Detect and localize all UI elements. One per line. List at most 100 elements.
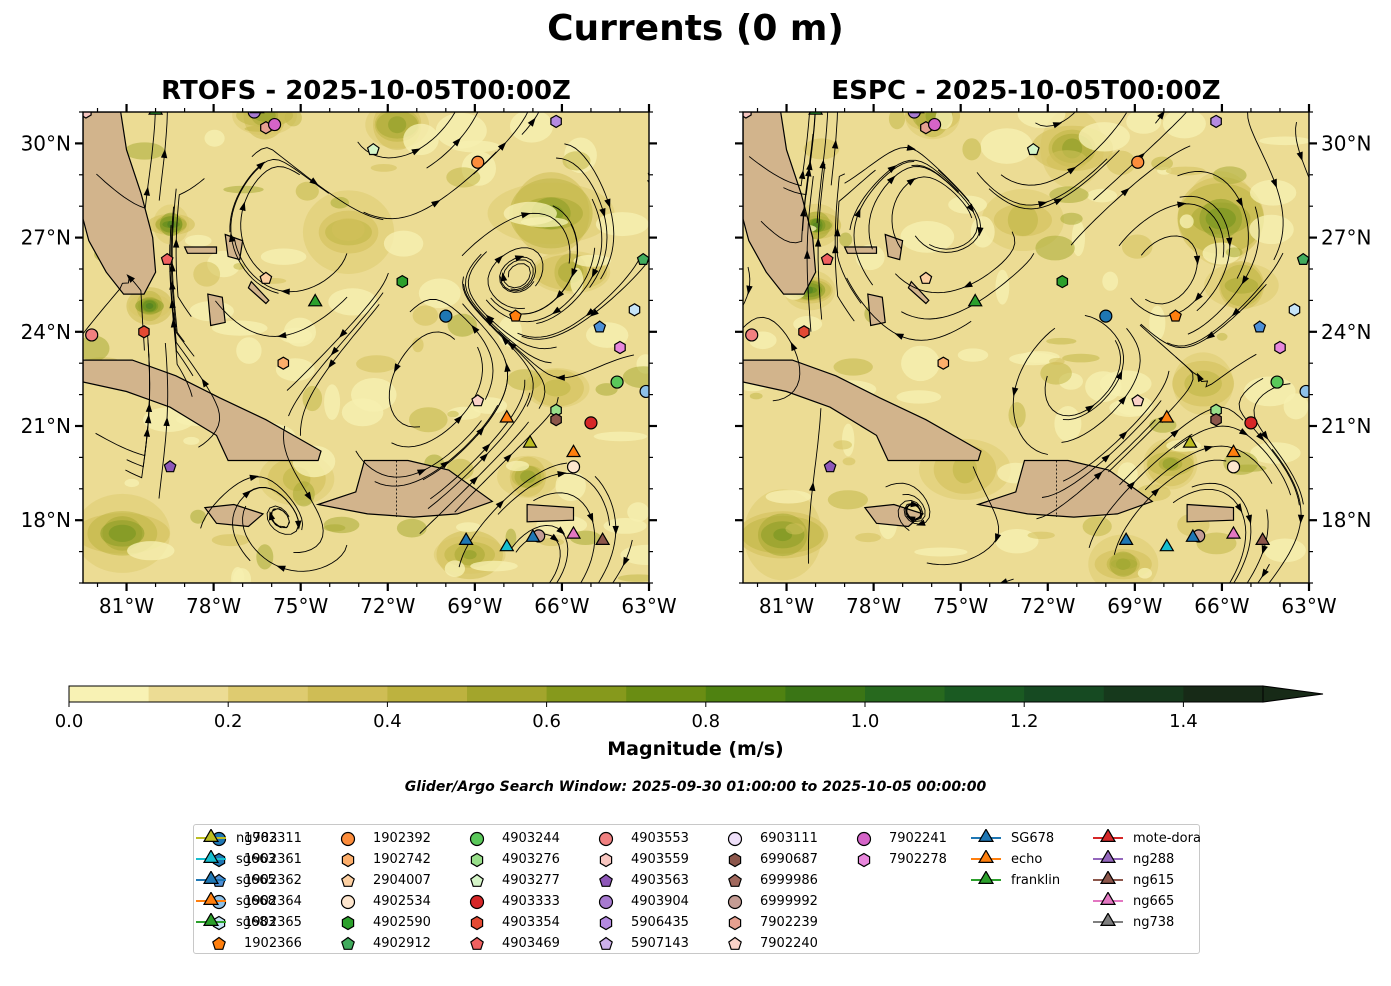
legend-symbol xyxy=(202,913,220,926)
legend-label: 7902278 xyxy=(889,851,947,867)
legend-item-4903553: 4903553 xyxy=(589,829,689,847)
legend-symbol xyxy=(470,915,484,931)
legend-label: ng665 xyxy=(1133,893,1175,909)
legend-item-6999986: 6999986 xyxy=(718,871,818,889)
ytick-label: 24°N xyxy=(1321,320,1371,344)
legend-label: ng783 xyxy=(236,830,278,846)
marker-1902742 xyxy=(277,356,290,370)
legend-marker-triangle xyxy=(196,850,226,863)
legend-marker-triangle xyxy=(971,871,1001,884)
legend-marker-circle xyxy=(340,894,356,910)
colorbar-segment xyxy=(387,686,468,702)
legend-symbol xyxy=(727,831,743,847)
legend-label: 7902239 xyxy=(760,914,818,930)
legend-label: 6990687 xyxy=(760,851,818,867)
legend-item-6999992: 6999992 xyxy=(718,892,818,910)
xtick-label: 66°W xyxy=(1194,594,1249,618)
ytick-label: 18°N xyxy=(21,508,71,532)
marker-1902365 xyxy=(628,303,641,317)
marker-7902241 xyxy=(267,117,282,132)
marker-5906435 xyxy=(550,114,562,129)
colorbar-label: Magnitude (m/s) xyxy=(607,738,784,760)
axis-ticks: 81°W 78°W 75°W 72°W 69°W 66°W 63°W 18°N 21°N 24°N… xyxy=(735,104,1371,618)
land-andros xyxy=(867,293,886,327)
land xyxy=(83,112,575,528)
legend-label: 4903469 xyxy=(502,935,560,951)
marker-7902278 xyxy=(1274,340,1286,355)
xtick-label: 63°W xyxy=(1281,594,1336,618)
land-grandbahama xyxy=(183,246,218,254)
legend-item-1902366: 1902366 xyxy=(202,934,302,952)
marker-echo xyxy=(565,444,582,458)
marker-1902366 xyxy=(509,309,522,322)
legend-label: 4902534 xyxy=(373,893,431,909)
marker-ng615 xyxy=(595,532,611,545)
ytick-label: 27°N xyxy=(1321,226,1371,250)
legend-label: 1902366 xyxy=(244,935,302,951)
legend-marker-pentagon xyxy=(341,873,355,887)
map-area xyxy=(83,112,649,583)
colorbar-segment xyxy=(1183,686,1264,702)
legend-label: 4903354 xyxy=(502,914,560,930)
marker-4903277 xyxy=(1026,142,1040,156)
marker-2904007 xyxy=(259,271,273,284)
ytick-label: 30°N xyxy=(21,131,71,155)
legend-symbol xyxy=(470,936,484,950)
ytick-label: 18°N xyxy=(1321,508,1371,532)
land-hispaniola xyxy=(315,459,494,518)
marker-7902240 xyxy=(1131,394,1145,407)
land-jamaica xyxy=(203,503,265,528)
land-puertorico xyxy=(1186,503,1235,523)
marker-sg663 xyxy=(1159,538,1175,552)
land-puertorico xyxy=(526,503,575,523)
legend-label: 7902241 xyxy=(889,830,947,846)
legend-item-7902278: 7902278 xyxy=(847,850,947,868)
legend-item-7902240: 7902240 xyxy=(718,934,818,952)
legend-symbol xyxy=(341,936,355,950)
marker-4903553 xyxy=(85,328,99,342)
colorbar-tick-label: 0.6 xyxy=(532,711,561,732)
marker-1902742 xyxy=(937,356,950,370)
legend-symbol xyxy=(202,829,220,842)
xtick-label: 63°W xyxy=(621,594,676,618)
legend-label: 5906435 xyxy=(631,914,689,930)
colorbar-segment xyxy=(546,686,627,702)
legend-symbol xyxy=(599,915,613,931)
legend-marker-triangle xyxy=(196,871,226,884)
xtick-label: 75°W xyxy=(273,594,328,618)
legend-marker-circle xyxy=(727,831,743,847)
legend-symbol xyxy=(599,852,613,868)
legend-item-ng783: ng783 xyxy=(194,829,277,847)
marker-1902362 xyxy=(593,320,607,333)
legend-symbol xyxy=(1099,829,1117,842)
legend-label: 2904007 xyxy=(373,872,431,888)
colorbar-segment xyxy=(307,686,388,702)
legend-item-1902392: 1902392 xyxy=(331,829,431,847)
colorbar-segment xyxy=(467,686,548,702)
legend-item-SG678: SG678 xyxy=(969,829,1054,847)
map-frame xyxy=(742,111,1310,584)
legend-item-7902239: 7902239 xyxy=(718,913,818,931)
legend-item-sg668: sg668 xyxy=(194,892,276,910)
legend-marker-triangle xyxy=(971,829,1001,842)
legend-label: 6999986 xyxy=(760,872,818,888)
legend-label: 4903904 xyxy=(631,893,689,909)
legend-item-sg683: sg683 xyxy=(194,913,276,931)
colorbar-segment xyxy=(865,686,946,702)
legend-label: 4903276 xyxy=(502,851,560,867)
legend-symbol xyxy=(202,850,220,863)
marker-6990687 xyxy=(550,413,562,427)
marker-4903333 xyxy=(1244,416,1258,430)
marker-4903559 xyxy=(83,112,92,119)
ytick-label: 27°N xyxy=(21,226,71,250)
legend-symbol xyxy=(1099,850,1117,863)
marker-SG678 xyxy=(525,528,541,542)
marker-1902366 xyxy=(1169,309,1182,322)
marker-sg663 xyxy=(499,538,515,552)
legend-label: 5907143 xyxy=(631,935,689,951)
marker-4902912 xyxy=(636,252,649,265)
legend-symbol xyxy=(341,852,355,868)
marker-1902392 xyxy=(471,155,485,169)
legend-label: 1902392 xyxy=(373,830,431,846)
xtick-label: 72°W xyxy=(1020,594,1075,618)
